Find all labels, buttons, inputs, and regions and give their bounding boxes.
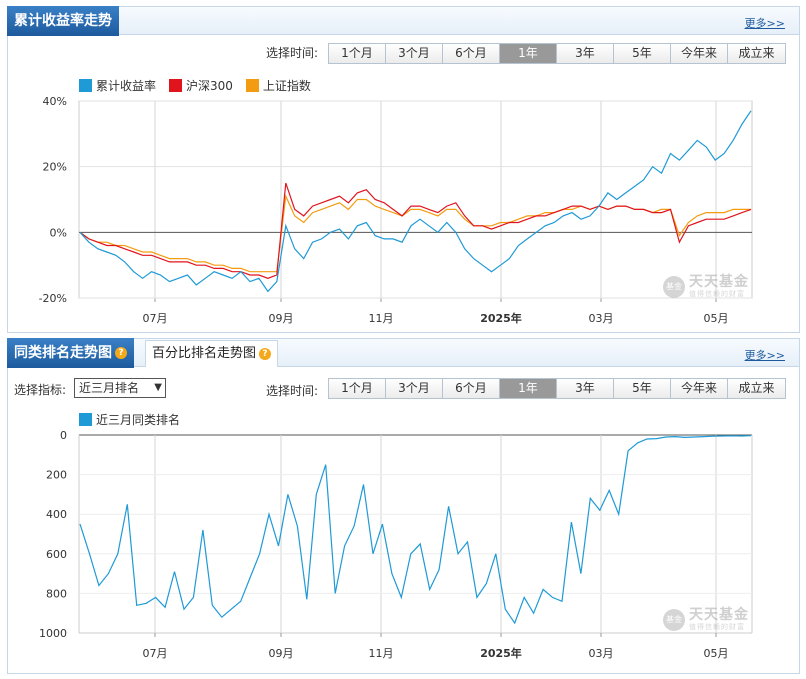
- legend-label: 近三月同类排名: [96, 413, 181, 427]
- legend-item-hs300[interactable]: 沪深300: [169, 77, 233, 94]
- range-button[interactable]: 成立来: [728, 44, 785, 63]
- range-selector: 1个月 3个月 6个月 1年 3年 5年 今年来 成立来: [328, 43, 786, 64]
- range-label: 选择时间:: [266, 46, 319, 60]
- help-icon[interactable]: ?: [115, 347, 127, 359]
- legend: 近三月同类排名: [79, 411, 193, 428]
- plot-frame: [78, 100, 753, 299]
- watermark-sub: 值得信赖的财富: [689, 290, 745, 298]
- x-tick-label: 11月: [369, 312, 394, 325]
- range-button[interactable]: 3年: [557, 44, 614, 63]
- range-button[interactable]: 今年来: [671, 44, 728, 63]
- range-selector: 1个月 3个月 6个月 1年 3年 5年 今年来 成立来: [328, 378, 786, 399]
- legend-item-sz[interactable]: 上证指数: [245, 77, 311, 94]
- range-button[interactable]: 3年: [557, 379, 614, 398]
- tab-ranking[interactable]: 同类排名走势图?: [7, 338, 134, 368]
- watermark-name: 天天基金: [689, 274, 749, 290]
- watermark-logo: 基金: [663, 275, 685, 298]
- range-button[interactable]: 6个月: [443, 44, 500, 63]
- series-line-0: [79, 110, 752, 293]
- x-tick-label: 2025年: [480, 311, 522, 325]
- watermark: 基金 天天基金 值得信赖的财富: [663, 275, 749, 298]
- legend-label: 沪深300: [186, 79, 233, 93]
- panel-header: 同类排名走势图? 百分比排名走势图? 更多>>: [7, 338, 799, 368]
- x-tick-label: 03月: [589, 312, 614, 325]
- range-button[interactable]: 1年: [500, 44, 557, 63]
- watermark-name: 天天基金: [689, 607, 749, 623]
- legend-item-rank[interactable]: 近三月同类排名: [79, 411, 180, 428]
- range-label: 选择时间:: [266, 384, 319, 398]
- legend: 累计收益率 沪深300 上证指数: [79, 77, 324, 94]
- series-line-1: [79, 182, 752, 279]
- more-link[interactable]: 更多>>: [744, 17, 785, 30]
- tab-percent-ranking[interactable]: 百分比排名走势图?: [145, 340, 279, 367]
- legend-swatch: [79, 413, 92, 426]
- watermark-logo: 基金: [663, 608, 685, 631]
- panel-title: 累计收益率走势: [7, 6, 119, 36]
- legend-label: 累计收益率: [96, 79, 157, 93]
- cumulative-return-chart: 07月 09月 11月 2025年 03月 05月 40% 20% 0% -20%: [39, 95, 753, 325]
- y-tick-label: 0%: [50, 226, 67, 239]
- range-button[interactable]: 1年: [500, 379, 557, 398]
- y-tick-label: 20%: [43, 161, 67, 174]
- y-tick-label: 40%: [43, 95, 67, 108]
- range-button[interactable]: 3个月: [386, 379, 443, 398]
- range-button[interactable]: 1个月: [329, 44, 386, 63]
- range-button[interactable]: 今年来: [671, 379, 728, 398]
- panel-header: 累计收益率走势 更多>>: [7, 6, 799, 36]
- legend-label: 上证指数: [262, 79, 311, 93]
- legend-swatch: [79, 79, 92, 92]
- chevron-down-icon: ▼: [154, 382, 162, 393]
- y-tick-label: -20%: [39, 292, 67, 305]
- x-tick-label: 07月: [143, 312, 168, 325]
- series-line-2: [79, 193, 751, 273]
- watermark-sub: 值得信赖的财富: [689, 623, 745, 631]
- tab-label: 百分比排名走势图: [152, 346, 257, 361]
- tab-label: 同类排名走势图: [14, 345, 112, 361]
- legend-swatch: [169, 79, 183, 92]
- legend-item-fund[interactable]: 累计收益率: [79, 77, 156, 94]
- range-button[interactable]: 成立来: [728, 379, 785, 398]
- range-button[interactable]: 3个月: [386, 44, 443, 63]
- range-button[interactable]: 5年: [614, 44, 671, 63]
- more-link[interactable]: 更多>>: [744, 349, 785, 362]
- x-tick-label: 05月: [704, 312, 729, 325]
- legend-swatch: [245, 79, 259, 92]
- indicator-select[interactable]: 近三月排名 ▼: [74, 378, 166, 398]
- x-tick-label: 09月: [269, 312, 294, 325]
- range-button[interactable]: 6个月: [443, 379, 500, 398]
- help-icon[interactable]: ?: [259, 347, 272, 360]
- range-button[interactable]: 5年: [614, 379, 671, 398]
- range-button[interactable]: 1个月: [329, 379, 386, 398]
- watermark: 基金 天天基金 值得信赖的财富: [663, 608, 749, 631]
- selector-label: 选择指标:: [14, 383, 67, 397]
- select-value: 近三月排名: [79, 381, 140, 395]
